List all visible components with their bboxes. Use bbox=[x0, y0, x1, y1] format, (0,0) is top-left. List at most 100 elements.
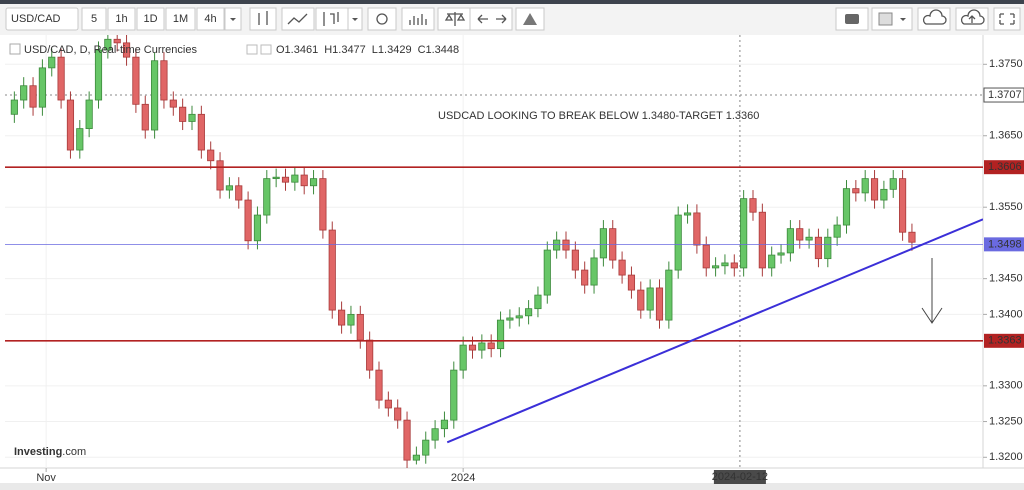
crosshair-x-box bbox=[713, 470, 766, 484]
candle-body bbox=[160, 60, 168, 101]
candle-body bbox=[478, 342, 486, 351]
candle-body bbox=[216, 160, 224, 191]
candle-body bbox=[562, 239, 570, 251]
indicator-tool[interactable] bbox=[315, 7, 349, 31]
candle-body bbox=[375, 369, 383, 401]
candle-body bbox=[272, 176, 280, 180]
interval-group: 5 1h 1D 1M 4h bbox=[81, 7, 225, 31]
candle-body bbox=[85, 99, 93, 130]
candle-body bbox=[852, 188, 860, 194]
candle-body bbox=[104, 38, 112, 51]
symbol-input[interactable] bbox=[5, 7, 79, 31]
candle-body bbox=[300, 174, 308, 187]
ohlc-value: O1.3461 bbox=[276, 44, 318, 56]
candle-body bbox=[263, 178, 271, 216]
legend-icon[interactable] bbox=[246, 44, 258, 55]
candle-body bbox=[403, 419, 411, 461]
candle-body bbox=[740, 198, 748, 269]
candle-body bbox=[225, 185, 233, 191]
candle-body bbox=[571, 249, 579, 271]
candle-body bbox=[627, 274, 636, 291]
candle-body bbox=[842, 188, 851, 226]
candle-body bbox=[122, 42, 131, 58]
instrument-legend: USD/CAD, D, Real-time Currencies bbox=[24, 44, 197, 56]
crosshair-x-label: 2024-02-12 bbox=[712, 471, 768, 483]
candle-body bbox=[665, 269, 673, 321]
caret bbox=[900, 18, 906, 21]
candle-body bbox=[113, 38, 121, 44]
down-arrow bbox=[921, 258, 943, 324]
ohlc-value: L1.3429 bbox=[372, 44, 412, 56]
line-tool[interactable] bbox=[281, 7, 315, 31]
candle-body bbox=[749, 198, 757, 213]
legend-icon[interactable] bbox=[260, 44, 272, 55]
candle-body bbox=[824, 236, 832, 260]
candle-body bbox=[814, 236, 823, 260]
axes: 1.3750 1.3650 1.3550 1.3450 1.3400 1.3300 1.32… bbox=[36, 58, 1024, 484]
fullscreen[interactable] bbox=[993, 7, 1021, 31]
candle-body bbox=[57, 56, 65, 101]
candle-body bbox=[768, 254, 776, 269]
candle-body bbox=[590, 257, 598, 286]
x-tick-label: Nov bbox=[36, 472, 56, 484]
interval-button[interactable] bbox=[107, 7, 136, 31]
interval-label: 1M bbox=[173, 13, 188, 25]
cloud-save[interactable] bbox=[917, 7, 951, 31]
interval-label: 1h bbox=[115, 13, 127, 25]
annotation: USDCAD LOOKING TO BREAK BELOW 1.3480-TAR… bbox=[438, 110, 759, 122]
icon bbox=[922, 9, 947, 25]
icon bbox=[376, 13, 388, 25]
candle-body bbox=[861, 178, 869, 194]
settings[interactable] bbox=[367, 7, 397, 31]
candle-body bbox=[38, 67, 46, 108]
collapse-icon[interactable] bbox=[9, 43, 21, 55]
interval-label: 1D bbox=[143, 13, 157, 25]
interval-button[interactable] bbox=[165, 7, 196, 31]
icon bbox=[523, 13, 537, 25]
undo-redo[interactable] bbox=[469, 7, 513, 31]
icon bbox=[258, 11, 268, 25]
interval-button[interactable] bbox=[136, 7, 165, 31]
y-tick-label: 1.3750 bbox=[989, 58, 1023, 70]
interval-label: 5 bbox=[91, 13, 97, 25]
candle-body bbox=[506, 317, 514, 321]
candle-body bbox=[347, 313, 355, 326]
level-box bbox=[984, 333, 1024, 348]
icon bbox=[409, 14, 427, 25]
candle-body bbox=[235, 185, 243, 201]
candle-body bbox=[66, 99, 75, 151]
candle-body bbox=[496, 319, 505, 350]
caret bbox=[230, 18, 236, 21]
candle-body bbox=[76, 128, 84, 151]
candle-body bbox=[693, 212, 701, 246]
ohlc-legend: O1.3461 H1.3477 L1.3429 C1.3448 bbox=[276, 44, 459, 56]
candle-tool[interactable] bbox=[249, 7, 277, 31]
candle-body bbox=[870, 178, 879, 201]
candle-body bbox=[384, 399, 392, 409]
candle-body bbox=[338, 309, 346, 326]
candle-body bbox=[440, 419, 449, 430]
candle-body bbox=[132, 56, 140, 105]
level-label: 1.3363 bbox=[988, 335, 1022, 347]
y-tick-label: 1.3400 bbox=[989, 308, 1023, 320]
ohlc-value: H1.3477 bbox=[324, 44, 366, 56]
logo: Investing.com bbox=[14, 446, 86, 458]
interval-button[interactable] bbox=[81, 7, 107, 31]
candle-body bbox=[889, 178, 897, 190]
candle-body bbox=[674, 214, 682, 271]
y-tick-label: 1.3550 bbox=[989, 201, 1023, 213]
icon bbox=[444, 12, 466, 26]
icon bbox=[878, 12, 893, 26]
candle-body bbox=[646, 287, 654, 311]
interval-button[interactable] bbox=[196, 7, 225, 31]
candle-body bbox=[450, 369, 458, 421]
candle-body bbox=[281, 176, 290, 183]
level-label: 1.3498 bbox=[988, 238, 1022, 250]
candle-body bbox=[10, 99, 18, 115]
plot-area bbox=[5, 35, 983, 468]
compare-tool[interactable] bbox=[437, 7, 471, 31]
candle-body bbox=[702, 244, 710, 269]
candle-body bbox=[777, 252, 785, 256]
